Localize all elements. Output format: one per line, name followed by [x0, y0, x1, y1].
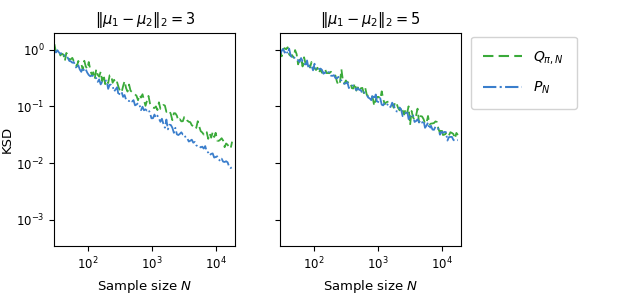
$P_N$ [326, 71, 333, 74]
Title: $\|\mu_1 - \mu_2\|_2 = 3$: $\|\mu_1 - \mu_2\|_2 = 3$ [95, 10, 195, 30]
$Q_{\pi,N}$ [149, 106, 157, 110]
$P_N$ [454, 138, 461, 142]
Line: $Q_{\pi,N}$: $Q_{\pi,N}$ [54, 44, 232, 149]
X-axis label: Sample size $N$: Sample size $N$ [97, 278, 193, 295]
$Q_{\pi,N}$ [400, 113, 408, 116]
$Q_{\pi,N}$ [276, 47, 284, 51]
$P_N$ [224, 160, 232, 164]
$Q_{\pi,N}$ [454, 133, 461, 137]
$P_N$ [193, 144, 200, 147]
$P_N$ [376, 96, 384, 100]
$Q_{\pi,N}$ [227, 147, 234, 150]
$P_N$ [150, 113, 158, 116]
$Q_{\pi,N}$ [88, 73, 95, 77]
$Q_{\pi,N}$ [451, 137, 459, 140]
$P_N$ [276, 52, 284, 56]
$Q_{\pi,N}$ [51, 42, 58, 46]
$Q_{\pi,N}$ [376, 97, 384, 101]
$Q_{\pi,N}$ [228, 140, 236, 144]
Y-axis label: KSD: KSD [1, 126, 13, 153]
$P_N$ [315, 67, 323, 71]
Line: $P_N$: $P_N$ [54, 50, 232, 168]
$P_N$ [449, 138, 457, 142]
X-axis label: Sample size $N$: Sample size $N$ [323, 278, 418, 295]
$P_N$ [285, 47, 293, 50]
$P_N$ [175, 133, 182, 137]
Legend: $Q_{\pi,N}$, $P_N$: $Q_{\pi,N}$, $P_N$ [471, 36, 577, 109]
$P_N$ [51, 49, 58, 52]
$P_N$ [400, 113, 408, 117]
$P_N$ [227, 166, 234, 170]
$Q_{\pi,N}$ [326, 71, 333, 75]
$Q_{\pi,N}$ [284, 46, 291, 49]
$P_N$ [90, 74, 97, 78]
$Q_{\pi,N}$ [191, 127, 198, 131]
$P_N$ [100, 79, 108, 83]
$Q_{\pi,N}$ [173, 114, 180, 118]
$Q_{\pi,N}$ [99, 79, 106, 83]
Title: $\|\mu_1 - \mu_2\|_2 = 5$: $\|\mu_1 - \mu_2\|_2 = 5$ [321, 10, 420, 30]
$Q_{\pi,N}$ [222, 142, 230, 145]
$Q_{\pi,N}$ [418, 115, 426, 118]
$Q_{\pi,N}$ [315, 71, 323, 75]
$P_N$ [418, 121, 426, 124]
$P_N$ [54, 49, 61, 52]
$P_N$ [228, 165, 236, 169]
$Q_{\pi,N}$ [449, 132, 457, 136]
$P_N$ [451, 139, 459, 143]
Line: $P_N$: $P_N$ [280, 49, 458, 141]
Line: $Q_{\pi,N}$: $Q_{\pi,N}$ [280, 47, 458, 139]
